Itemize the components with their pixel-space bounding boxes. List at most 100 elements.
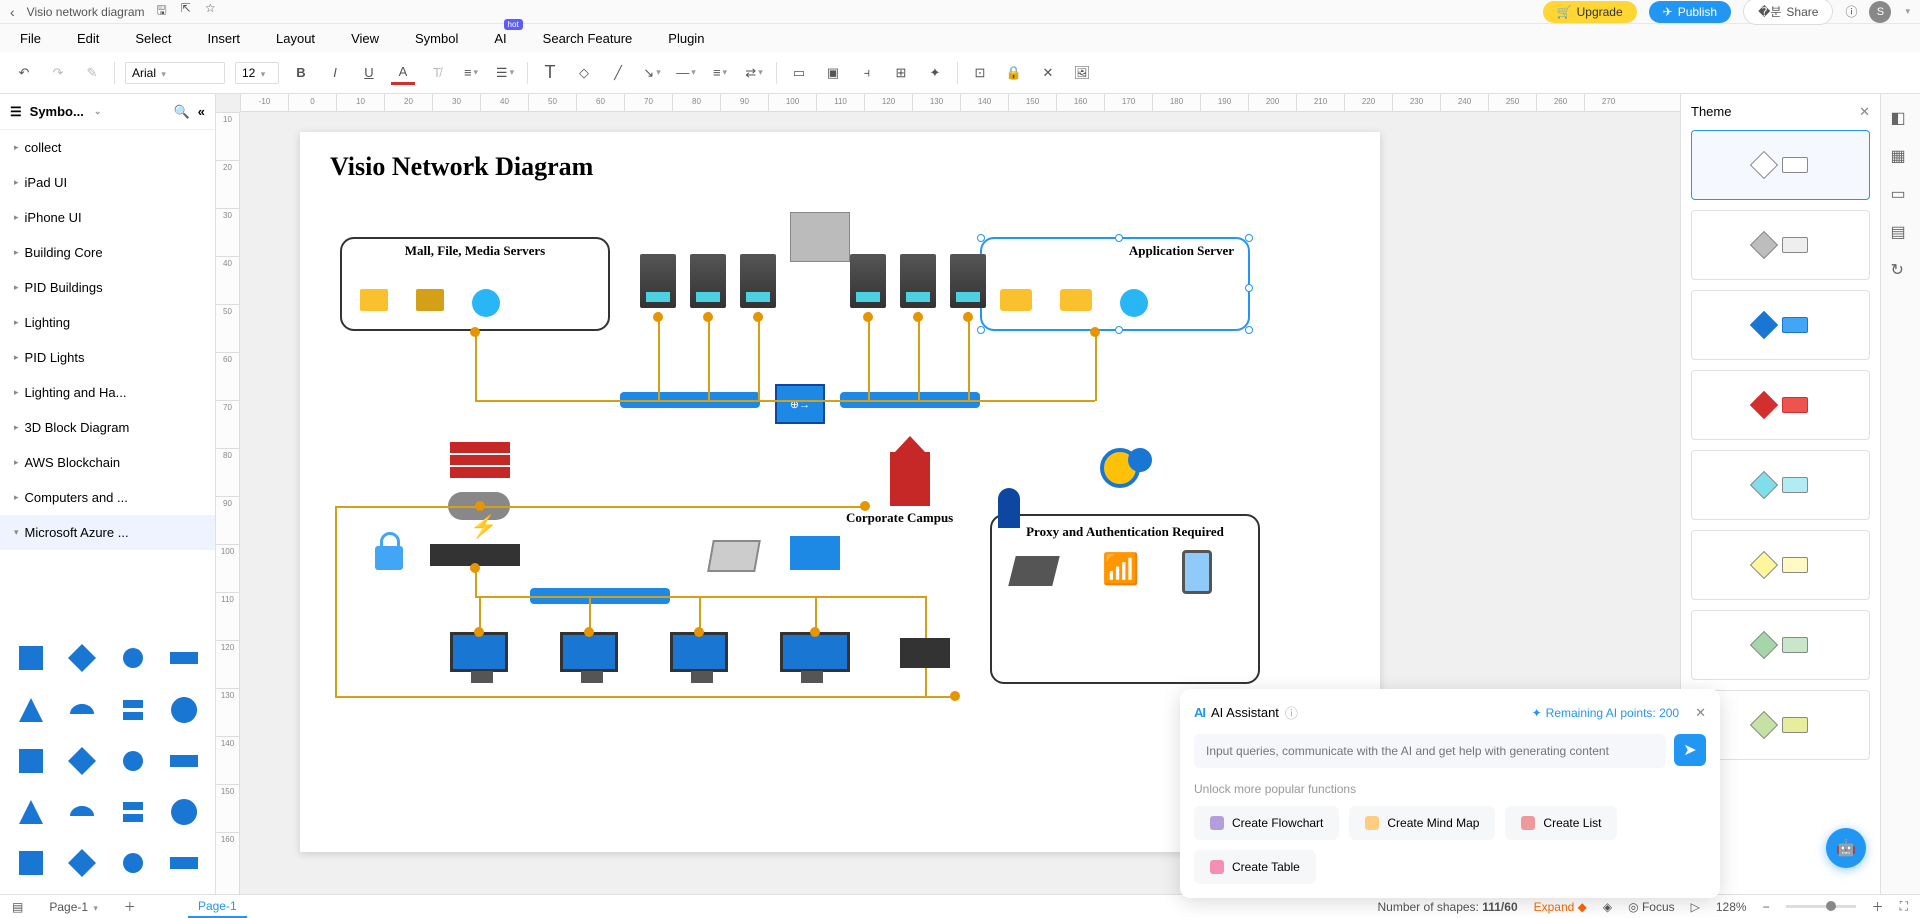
- zoom-in-icon[interactable]: ＋: [1872, 898, 1884, 915]
- sidebar-item[interactable]: ▸PID Buildings: [0, 270, 215, 305]
- share-button[interactable]: �분Share: [1743, 0, 1833, 25]
- menu-symbol[interactable]: Symbol: [415, 31, 458, 46]
- symbol-shape[interactable]: [111, 738, 156, 783]
- effects-icon[interactable]: ✦: [923, 61, 947, 85]
- symbol-shape[interactable]: [59, 636, 104, 681]
- group-icon[interactable]: ▣: [821, 61, 845, 85]
- theme-item[interactable]: [1691, 210, 1870, 280]
- panel-history-icon[interactable]: ↻: [1891, 260, 1911, 280]
- connector-icon[interactable]: ↘▾: [640, 61, 664, 85]
- text-tool-icon[interactable]: T: [538, 61, 562, 85]
- ai-action-create-table[interactable]: Create Table: [1194, 850, 1316, 884]
- symbol-shape[interactable]: [8, 687, 53, 732]
- bold-icon[interactable]: B: [289, 61, 313, 85]
- distribute-icon[interactable]: ⊞: [889, 61, 913, 85]
- panel-page-icon[interactable]: ▤: [1891, 222, 1911, 242]
- align-icon[interactable]: ≡▾: [459, 61, 483, 85]
- clear-format-icon[interactable]: T̸: [425, 61, 449, 85]
- sidebar-item[interactable]: ▸Building Core: [0, 235, 215, 270]
- play-icon[interactable]: ▷: [1691, 900, 1700, 914]
- focus-toggle[interactable]: ◎ Focus: [1628, 900, 1675, 914]
- ai-action-create-flowchart[interactable]: Create Flowchart: [1194, 806, 1339, 840]
- panel-grid-icon[interactable]: ▦: [1891, 146, 1911, 166]
- underline-icon[interactable]: U: [357, 61, 381, 85]
- symbol-shape[interactable]: [162, 790, 207, 835]
- upgrade-button[interactable]: 🛒Upgrade: [1543, 1, 1637, 23]
- sidebar-item[interactable]: ▸iPad UI: [0, 165, 215, 200]
- lock-icon[interactable]: 🔒: [1002, 61, 1026, 85]
- symbol-shape[interactable]: [111, 790, 156, 835]
- menu-plugin[interactable]: Plugin: [668, 31, 704, 46]
- menu-select[interactable]: Select: [135, 31, 171, 46]
- menu-layout[interactable]: Layout: [276, 31, 315, 46]
- symbol-shape[interactable]: [162, 636, 207, 681]
- italic-icon[interactable]: I: [323, 61, 347, 85]
- menu-file[interactable]: File: [20, 31, 41, 46]
- symbol-shape[interactable]: [162, 841, 207, 886]
- brush-icon[interactable]: ✎: [80, 61, 104, 85]
- ai-action-create-mind-map[interactable]: Create Mind Map: [1349, 806, 1495, 840]
- theme-item[interactable]: [1691, 450, 1870, 520]
- library-icon[interactable]: ☰: [10, 104, 22, 120]
- line-color-icon[interactable]: ╱: [606, 61, 630, 85]
- symbol-shape[interactable]: [59, 738, 104, 783]
- menu-ai[interactable]: AIhot: [494, 31, 506, 46]
- sidebar-dropdown-icon[interactable]: ⌄: [94, 106, 102, 117]
- layers-icon[interactable]: ◈: [1603, 900, 1612, 914]
- align-objects-icon[interactable]: ⫞: [855, 61, 879, 85]
- page-select[interactable]: Page-1 ▾: [39, 897, 108, 917]
- layer-icon[interactable]: ▭: [787, 61, 811, 85]
- undo-icon[interactable]: ↶: [12, 61, 36, 85]
- avatar[interactable]: S: [1869, 1, 1891, 23]
- panel-comment-icon[interactable]: ▭: [1891, 184, 1911, 204]
- sidebar-item[interactable]: ▸AWS Blockchain: [0, 445, 215, 480]
- symbol-shape[interactable]: [162, 738, 207, 783]
- page-tab[interactable]: Page-1: [188, 896, 247, 918]
- sidebar-item[interactable]: ▸3D Block Diagram: [0, 410, 215, 445]
- menu-edit[interactable]: Edit: [77, 31, 99, 46]
- theme-item[interactable]: [1691, 290, 1870, 360]
- sidebar-item[interactable]: ▸iPhone UI: [0, 200, 215, 235]
- publish-button[interactable]: ✈Publish: [1649, 1, 1731, 23]
- line-weight-icon[interactable]: ≡ ▾: [708, 61, 732, 85]
- menu-insert[interactable]: Insert: [208, 31, 241, 46]
- panel-theme-icon[interactable]: ◧: [1891, 108, 1911, 128]
- open-external-icon[interactable]: ⇱: [181, 1, 191, 22]
- arrow-style-icon[interactable]: ⇄ ▾: [742, 61, 766, 85]
- sidebar-item[interactable]: ▸Lighting: [0, 305, 215, 340]
- outline-icon[interactable]: ▤: [12, 900, 23, 914]
- collapse-icon[interactable]: «: [198, 104, 205, 119]
- line-style-icon[interactable]: — ▾: [674, 61, 698, 85]
- ai-help-icon[interactable]: ⓘ: [1285, 703, 1298, 722]
- close-icon[interactable]: ✕: [1695, 705, 1706, 721]
- ai-send-button[interactable]: ➤: [1674, 734, 1706, 766]
- router-icon[interactable]: ⊕→: [775, 384, 825, 424]
- symbol-shape[interactable]: [111, 841, 156, 886]
- ai-points[interactable]: ✦ Remaining AI points: 200: [1532, 706, 1679, 720]
- symbol-shape[interactable]: [8, 636, 53, 681]
- fullscreen-icon[interactable]: ⛶: [1900, 899, 1908, 914]
- save-icon[interactable]: 🖫: [157, 1, 167, 22]
- font-color-icon[interactable]: A: [391, 61, 415, 85]
- close-icon[interactable]: ✕: [1859, 104, 1870, 120]
- symbol-shape[interactable]: [59, 687, 104, 732]
- star-icon[interactable]: ☆: [205, 1, 216, 22]
- theme-item[interactable]: [1691, 610, 1870, 680]
- sidebar-item[interactable]: ▾Microsoft Azure ...: [0, 515, 215, 550]
- help-icon[interactable]: ⓘ: [1845, 3, 1857, 20]
- crop-icon[interactable]: ⊡: [968, 61, 992, 85]
- symbol-shape[interactable]: [8, 841, 53, 886]
- symbol-shape[interactable]: [59, 790, 104, 835]
- font-select[interactable]: Arial ▾: [125, 62, 225, 84]
- symbol-shape[interactable]: [111, 687, 156, 732]
- zoom-slider[interactable]: [1786, 905, 1856, 908]
- sidebar-item[interactable]: ▸PID Lights: [0, 340, 215, 375]
- fill-icon[interactable]: ◇: [572, 61, 596, 85]
- expand-link[interactable]: Expand ◆: [1534, 900, 1587, 914]
- symbol-shape[interactable]: [59, 841, 104, 886]
- zoom-out-icon[interactable]: −: [1763, 900, 1770, 914]
- tools-icon[interactable]: ✕: [1036, 61, 1060, 85]
- ai-input[interactable]: [1194, 734, 1666, 768]
- ai-action-create-list[interactable]: Create List: [1505, 806, 1617, 840]
- sidebar-item[interactable]: ▸Lighting and Ha...: [0, 375, 215, 410]
